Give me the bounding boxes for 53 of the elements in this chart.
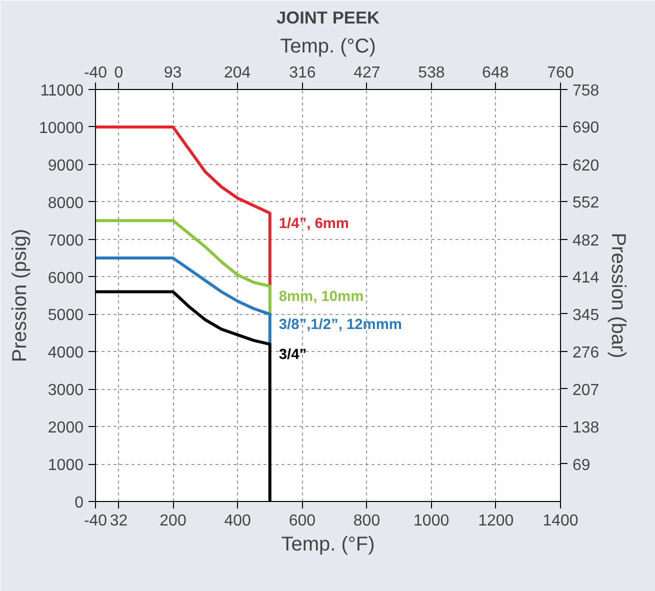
line-series	[96, 256, 272, 346]
x2-tick-label: 93	[164, 64, 182, 82]
y2-tick-label: 414	[572, 269, 600, 286]
x-tick-label: 800	[353, 512, 380, 530]
x2-tick-label: 427	[354, 64, 380, 82]
x2-tick-label: -40	[84, 64, 108, 82]
y-tick-label: 3000	[48, 382, 84, 400]
x-axis-title: Temp. (°F)	[281, 534, 375, 556]
y-tick-label: 11000	[40, 82, 84, 100]
y-tick-label: 10000	[39, 120, 84, 137]
y-tick-label: 4000	[48, 344, 84, 362]
y-tick-label: 6000	[48, 270, 84, 287]
x2-tick-label: 648	[482, 64, 509, 82]
x-tick-label: 400	[224, 512, 252, 530]
line-series	[96, 125, 272, 288]
x-tick-label: 32	[110, 512, 128, 530]
x2-axis-title: Temp. (°C)	[280, 36, 376, 58]
y2-tick-label: 207	[572, 382, 600, 399]
y-tick-label: 2000	[48, 420, 84, 437]
y2-axis-title: Pression (bar)	[607, 232, 630, 358]
x2-tick-label: 316	[289, 64, 316, 82]
chart-title: JOINT PEEK	[276, 8, 380, 28]
y2-tick-label: 138	[572, 419, 600, 436]
x2-tick-label: 538	[418, 64, 445, 82]
x-tick-label: 1400	[542, 512, 578, 530]
y-tick-label: 7000	[48, 232, 84, 250]
series-label: 1/4”, 6mm	[278, 216, 349, 232]
y-tick-label: 0	[74, 494, 84, 512]
x-tick-label: 600	[288, 512, 316, 530]
line-series	[96, 219, 272, 316]
x-tick-label: -40	[84, 512, 108, 530]
x-tick-label: 1200	[478, 512, 514, 530]
x-tick-label: 1000	[414, 512, 450, 530]
y2-tick-label: 69	[572, 456, 590, 474]
y2-tick-label: 552	[572, 194, 600, 212]
y2-tick-label: 758	[572, 82, 600, 100]
y2-tick-label: 482	[572, 232, 600, 250]
y-tick-label: 9000	[48, 157, 84, 174]
x2-tick-label: 204	[224, 64, 251, 82]
y2-tick-label: 345	[572, 306, 600, 324]
y-tick-label: 5000	[48, 307, 84, 324]
series-label: 8mm, 10mm	[278, 289, 364, 306]
x-tick-label: 200	[160, 512, 186, 530]
y-axis-title: Pression (psig)	[9, 228, 32, 362]
y-tick-label: 8000	[48, 194, 84, 212]
series-label: 3/4”	[278, 347, 307, 364]
x2-tick-label: 0	[114, 64, 124, 82]
y2-tick-label: 620	[572, 158, 600, 175]
y2-tick-label: 276	[572, 344, 600, 362]
y2-tick-label: 690	[572, 119, 600, 136]
y-tick-label: 1000	[48, 457, 84, 474]
x2-tick-label: 760	[547, 64, 574, 82]
series-label: 3/8”,1/2”, 12mmm	[278, 317, 402, 334]
